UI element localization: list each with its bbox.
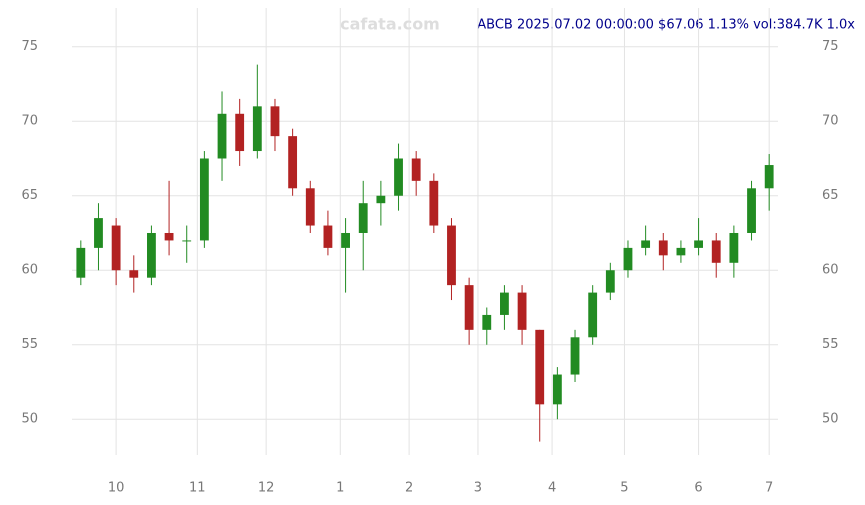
x-tick-label: 5 [620,481,628,496]
x-tick-label: 4 [548,481,556,496]
x-tick-label: 7 [765,481,773,496]
candle-body [447,225,456,286]
candle-body [164,232,174,241]
y-tick-label-right: 55 [822,337,839,352]
candle-body [147,232,156,278]
candle-body [305,188,315,226]
x-tick-label: 1 [336,481,344,496]
candle-body [111,225,121,271]
y-tick-label-right: 65 [822,188,839,203]
y-tick-label: 55 [21,337,38,352]
candle-body [270,106,280,137]
candle-body [182,240,192,242]
candle-body [376,195,386,204]
x-tick-label: 11 [189,481,206,496]
candle-body [588,292,598,338]
x-tick-label: 6 [694,481,702,496]
candle-body [605,270,615,293]
x-tick-label: 3 [474,481,482,496]
candle-body [658,240,668,256]
candle-body [94,218,103,248]
candle-body [570,337,580,375]
candle-body [235,113,245,152]
candle-body [288,136,298,189]
candle-body [323,225,333,248]
candle-body [552,374,562,405]
x-tick-label: 10 [108,481,125,496]
y-tick-label: 75 [21,39,38,54]
y-tick-label-right: 50 [822,412,839,427]
y-tick-label-right: 60 [822,263,839,278]
candle-body [411,158,421,181]
chart-title: ABCB 2025.07.02 00:00:00 $67.06 1.13% vo… [477,18,855,33]
candle-body [517,292,527,330]
candle-body [623,247,633,271]
candle-body [694,240,703,248]
candle-body [217,113,227,159]
candle-body [394,158,403,196]
candle-body [764,165,774,189]
x-tick-label: 2 [405,481,413,496]
y-tick-label: 60 [21,263,38,278]
candle-body [500,292,509,315]
candle-body [358,203,368,233]
candle-body [535,329,545,405]
candle-body [252,106,262,152]
y-tick-label: 50 [21,412,38,427]
candle-body [341,232,350,248]
x-tick-label: 12 [258,481,275,496]
watermark: cafata.com [340,15,440,34]
candle-body [729,232,739,263]
y-tick-label: 70 [21,114,38,129]
candle-body [482,314,492,330]
candle-body [129,270,139,278]
candle-body [429,180,439,226]
y-tick-label: 65 [21,188,38,203]
candle-body [464,285,474,330]
candle-body [747,188,756,233]
y-tick-label-right: 70 [822,114,839,129]
candle-body [199,158,209,241]
candle-body [711,240,721,263]
y-tick-label-right: 75 [822,39,839,54]
candle-body [76,247,86,278]
candle-body [641,240,651,248]
candle-body [676,247,686,256]
